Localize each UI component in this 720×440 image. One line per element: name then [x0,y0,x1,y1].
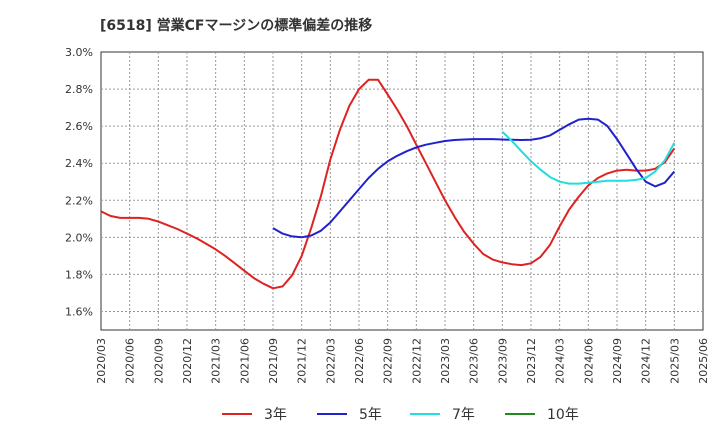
x-tick-label: 2022/09 [382,338,395,384]
y-tick-label: 1.8% [65,268,93,281]
plot-background [100,51,704,331]
x-tick-label: 2020/06 [124,338,137,384]
x-tick-label: 2023/09 [496,338,509,384]
x-tick-label: 2020/09 [152,338,165,384]
x-tick-label: 2024/03 [554,338,567,384]
x-tick-label: 2022/03 [324,338,337,384]
series-lines [100,78,676,290]
series-line-2 [501,130,676,185]
x-tick-label: 2023/06 [468,338,481,384]
x-tick-label: 2025/06 [697,338,710,384]
legend: 3年 5年 7年 10年 [222,407,579,423]
x-tick-label: 2021/09 [267,338,280,384]
series-line-0 [100,78,676,290]
x-tick-label: 2025/03 [668,338,681,384]
x-tick-label: 2021/06 [238,338,251,384]
legend-label-2: 7年 [452,407,475,423]
y-tick-label: 3.0% [65,46,93,59]
y-tick-label: 2.4% [65,157,93,170]
x-tick-label: 2024/12 [640,338,653,384]
x-tick-label: 2023/12 [525,338,538,384]
legend-label-0: 3年 [264,407,287,423]
y-tick-label: 1.6% [65,305,93,318]
x-tick-label: 2021/12 [296,338,309,384]
y-tick-label: 2.2% [65,194,93,207]
legend-label-1: 5年 [359,407,382,423]
x-tick-label: 2024/06 [582,338,595,384]
x-tick-label: 2022/06 [353,338,366,384]
chart-title: [6518] 営業CFマージンの標準偏差の推移 [100,17,372,34]
y-tick-label: 2.0% [65,231,93,244]
y-tick-label: 2.6% [65,120,93,133]
x-tick-label: 2021/03 [210,338,223,384]
x-tick-label: 2022/12 [410,338,423,384]
x-axis: 2020/03 2020/06 2020/09 2020/12 2021/03 2021/… [95,338,710,384]
plot-frame [100,51,704,331]
legend-label-3: 10年 [547,407,579,423]
x-tick-label: 2023/03 [439,338,452,384]
x-tick-label: 2020/12 [181,338,194,384]
y-axis: 1.6% 1.8% 2.0% 2.2% 2.4% 2.6% 2.8% 3.0% [65,46,93,318]
y-tick-label: 2.8% [65,83,93,96]
grid-lines [101,52,703,330]
x-tick-label: 2024/09 [611,338,624,384]
x-tick-label: 2020/03 [95,338,108,384]
series-line-1 [272,117,676,239]
